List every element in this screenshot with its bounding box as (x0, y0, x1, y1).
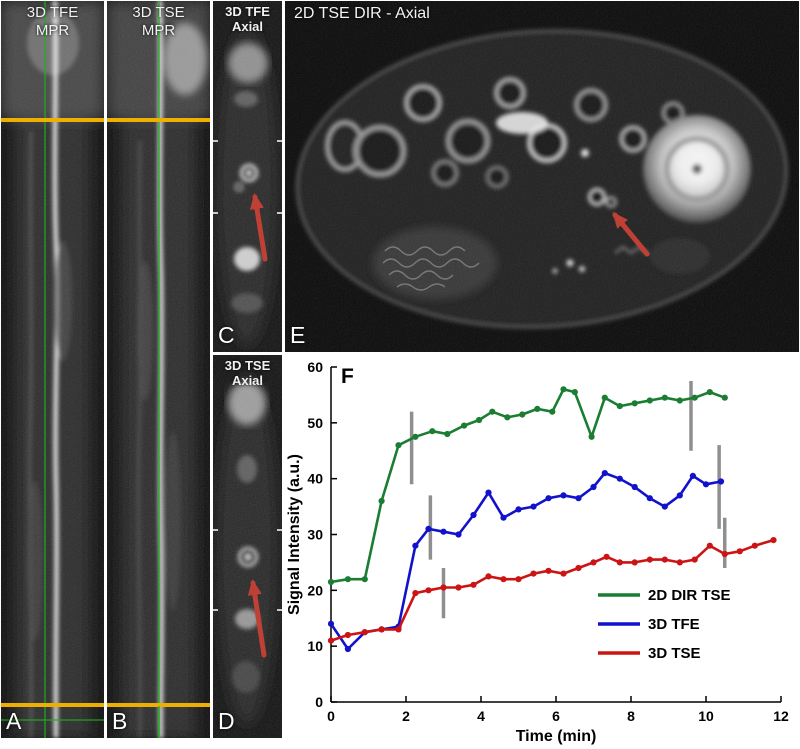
panel-title-line2: MPR (35, 21, 70, 39)
panel-title: 3D TSE MPR (107, 4, 210, 39)
svg-text:3D TSE: 3D TSE (648, 645, 701, 662)
panel-3d-tse-mpr: 3D TSE MPR B (107, 1, 210, 738)
panel-title-line1: 3D TFE (225, 4, 270, 19)
panel-letter: F (341, 365, 354, 388)
annotation-arrow-icon (250, 193, 268, 262)
panel-title-line2: Axial (231, 19, 264, 35)
panel-3d-tfe-mpr: 3D TFE MPR A (1, 1, 104, 738)
panel-letter: D (218, 708, 235, 734)
svg-text:10: 10 (698, 708, 714, 724)
mri-sagittal-tfe-image (1, 1, 104, 738)
mri-sagittal-tse-image (107, 1, 210, 738)
panel-title: 3D TSE Axial (213, 358, 282, 389)
annotation-arrow-icon (612, 211, 650, 257)
panel-title-line1: 3D TFE (26, 4, 79, 21)
annotation-arrow-icon (247, 579, 267, 658)
svg-text:60: 60 (307, 359, 323, 375)
panel-letter: C (218, 322, 235, 348)
svg-text:10: 10 (307, 638, 323, 654)
panel-title-line2: Axial (231, 373, 264, 389)
panel-3d-tse-axial: 3D TSE Axial D (213, 355, 282, 738)
panel-title: 2D TSE DIR - Axial (294, 5, 430, 22)
panel-3d-tfe-axial: 3D TFE Axial C (213, 1, 282, 352)
mri-axial-dir-image (285, 1, 799, 352)
svg-text:8: 8 (627, 708, 635, 724)
svg-text:12: 12 (773, 708, 789, 724)
panel-title: 3D TFE Axial (213, 4, 282, 35)
signal-intensity-chart: 0 2 4 6 8 10 12 0 10 20 30 40 50 60 Time (min) Signal I… (286, 359, 789, 745)
svg-text:2: 2 (402, 708, 410, 724)
svg-text:3D TFE: 3D TFE (648, 616, 700, 633)
panel-letter: B (112, 708, 128, 734)
panel-letter: A (6, 708, 22, 734)
mri-axial-tse-image (213, 355, 282, 738)
svg-text:20: 20 (307, 582, 323, 598)
svg-text:6: 6 (552, 708, 560, 724)
svg-text:40: 40 (307, 471, 323, 487)
svg-text:30: 30 (307, 527, 323, 543)
panel-letter: E (290, 322, 306, 348)
panel-signal-chart: 0 2 4 6 8 10 12 0 10 20 30 40 50 60 Time (min) Signal I… (285, 355, 799, 748)
panel-title: 3D TFE MPR (1, 4, 104, 39)
svg-text:0: 0 (327, 708, 335, 724)
panel-title-line1: 3D TSE (224, 358, 271, 373)
svg-text:2D DIR TSE: 2D DIR TSE (648, 587, 731, 604)
panel-2d-tse-dir-axial: 2D TSE DIR - Axial E (285, 1, 799, 352)
svg-text:4: 4 (477, 708, 485, 724)
svg-text:Time (min): Time (min) (516, 728, 597, 745)
panel-title-line1: 3D TSE (132, 4, 185, 21)
svg-text:Signal Intensity (a.u.): Signal Intensity (a.u.) (286, 454, 303, 615)
panel-title-line2: MPR (141, 21, 176, 39)
svg-text:0: 0 (315, 694, 323, 710)
mri-axial-tfe-image (213, 1, 282, 352)
svg-text:50: 50 (307, 415, 323, 431)
